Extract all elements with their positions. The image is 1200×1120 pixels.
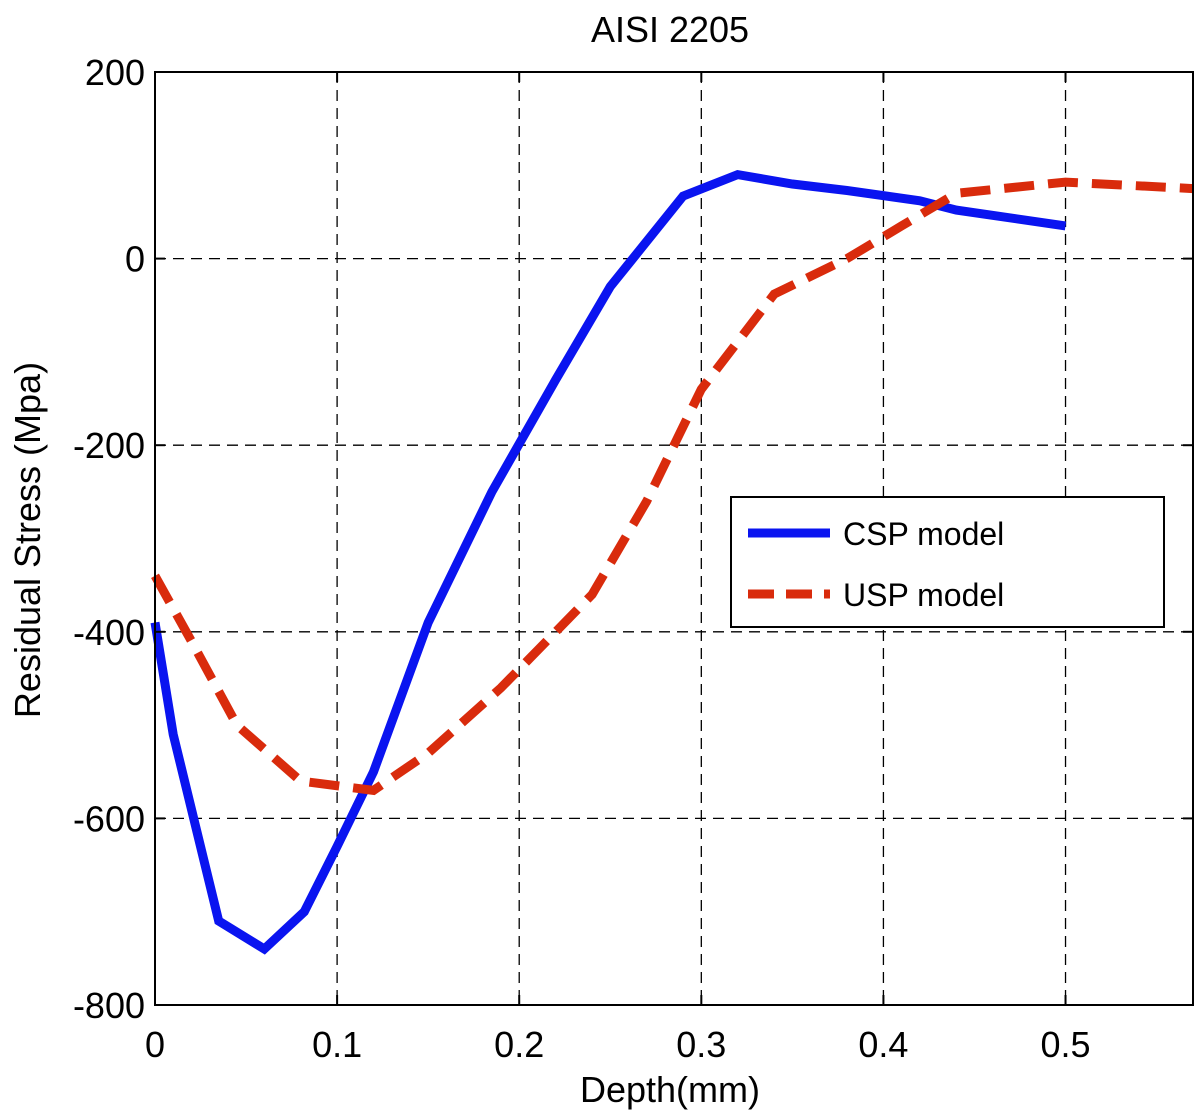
x-tick-label: 0.2 [494, 1024, 544, 1065]
x-tick-label: 0 [145, 1024, 165, 1065]
x-axis-label: Depth(mm) [580, 1069, 760, 1110]
x-tick-label: 0.5 [1041, 1024, 1091, 1065]
series-line-csp [150, 169, 1067, 955]
chart-title: AISI 2205 [591, 9, 749, 50]
x-tick-label: 0.4 [858, 1024, 908, 1065]
y-axis-label: Residual Stress (Mpa) [7, 362, 48, 718]
x-tick-label: 0.3 [676, 1024, 726, 1065]
y-tick-label: -200 [73, 425, 145, 466]
y-tick-label: 0 [125, 239, 145, 280]
legend-label-usp: USP model [843, 577, 1004, 613]
plot-frame [154, 71, 1194, 1006]
legend-box [730, 496, 1165, 628]
x-tick-label: 0.1 [312, 1024, 362, 1065]
legend-label-csp: CSP model [843, 516, 1004, 552]
y-tick-label: 200 [85, 52, 145, 93]
axis-ticks: 0 0.1 0.2 0.3 0.4 0.5 -800 -600 -400 -200 0 200 [73, 52, 1193, 1065]
series-lines [150, 169, 1194, 955]
y-tick-label: -400 [73, 612, 145, 653]
legend: CSP model USP model [730, 496, 1165, 628]
y-tick-label: -600 [73, 798, 145, 839]
y-tick-label: -800 [73, 985, 145, 1026]
series-line-usp [151, 177, 1194, 796]
